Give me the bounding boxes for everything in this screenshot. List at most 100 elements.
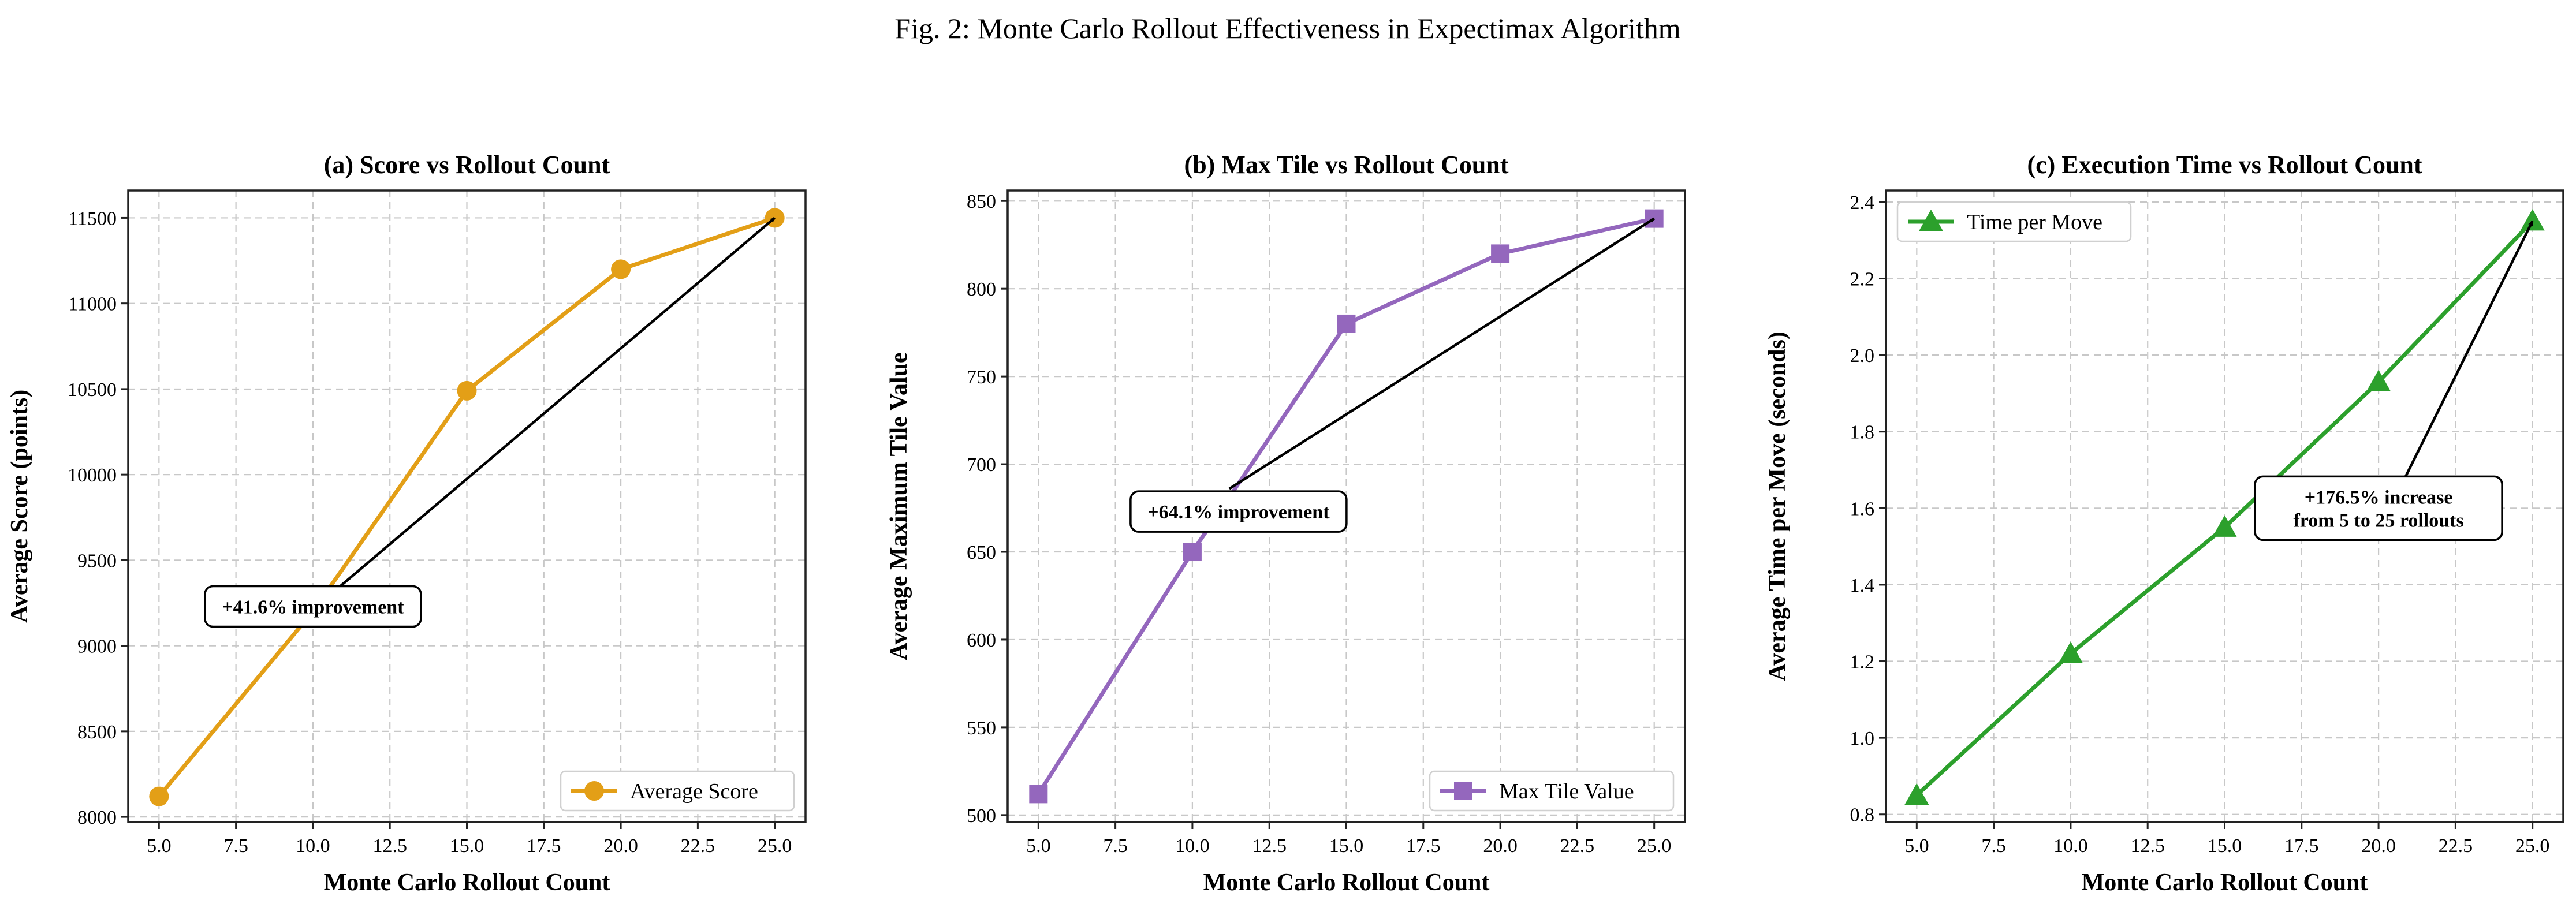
legend-box (1429, 770, 1675, 812)
y-tick-label: 1.2 (1850, 652, 1875, 673)
y-axis-label: Average Score (points) (6, 390, 33, 623)
annotation-text: +176.5% increase (2305, 487, 2453, 508)
data-point (1183, 543, 1202, 562)
x-tick-label: 5.0 (147, 835, 172, 857)
x-tick-label: 20.0 (603, 835, 638, 857)
x-tick-label: 25.0 (2515, 835, 2550, 857)
annotation-box (204, 585, 422, 628)
x-tick-label: 10.0 (296, 835, 330, 857)
x-tick-label: 12.5 (1252, 835, 1287, 857)
x-tick-label: 10.0 (2053, 835, 2088, 857)
y-tick-label: 1.4 (1850, 575, 1875, 596)
panel-3: 5.0 7.5 10.0 12.5 15.0 17.5 20.0 22.5 25.0 0.8 1.0… (1764, 151, 2564, 896)
legend-label: Average Score (630, 779, 758, 804)
annotation-text: +64.1% improvement (1147, 502, 1330, 523)
x-tick-label: 5.0 (1904, 835, 1929, 857)
annotation-text: from 5 to 25 rollouts (2293, 510, 2463, 531)
y-tick-label: 10500 (68, 379, 117, 401)
y-tick-label: 500 (967, 805, 996, 827)
y-tick-label: 10000 (68, 465, 117, 486)
axes-title: (b) Max Tile vs Rollout Count (1184, 151, 1509, 179)
y-tick-label: 9500 (77, 550, 117, 572)
legend: Average Score (560, 770, 795, 812)
legend-label: Max Tile Value (1499, 779, 1634, 804)
data-point (149, 786, 169, 806)
y-tick-label: 9000 (77, 636, 117, 658)
legend-box (560, 770, 795, 812)
x-tick-label: 25.0 (1637, 835, 1672, 857)
y-tick-label: 1.6 (1850, 498, 1875, 520)
x-axis-label: Monte Carlo Rollout Count (2082, 869, 2368, 896)
y-tick-label: 8500 (77, 722, 117, 743)
y-tick-label: 11500 (68, 208, 117, 229)
axes-title: (a) Score vs Rollout Count (324, 151, 610, 179)
legend-marker (584, 781, 604, 801)
x-tick-label: 12.5 (372, 835, 407, 857)
x-tick-label: 20.0 (1483, 835, 1518, 857)
x-axis-label: Monte Carlo Rollout Count (324, 869, 610, 896)
y-tick-label: 2.4 (1850, 192, 1875, 214)
data-point (1029, 785, 1048, 804)
x-tick-label: 17.5 (2284, 835, 2319, 857)
x-tick-label: 15.0 (450, 835, 484, 857)
annotation-arrow (340, 216, 776, 587)
legend-marker (1919, 210, 1943, 231)
legend-marker (1454, 782, 1472, 800)
y-tick-label: 650 (967, 542, 996, 563)
y-tick-label: 800 (967, 279, 996, 300)
y-tick-label: 2.0 (1850, 345, 1875, 367)
x-tick-label: 20.0 (2361, 835, 2396, 857)
y-tick-label: 700 (967, 454, 996, 476)
y-tick-label: 0.8 (1850, 805, 1875, 826)
y-tick-label: 1.0 (1850, 728, 1875, 749)
data-point (2058, 641, 2083, 663)
x-tick-label: 25.0 (758, 835, 792, 857)
x-tick-label: 22.5 (1560, 835, 1595, 857)
annotation-arrow (2402, 221, 2534, 482)
legend-box (1896, 201, 2132, 242)
y-tick-label: 8000 (77, 807, 117, 828)
annotation-box (2254, 475, 2503, 541)
data-point (611, 259, 631, 279)
x-tick-label: 17.5 (527, 835, 561, 857)
legend: Time per Move (1896, 201, 2132, 242)
y-tick-label: 11000 (68, 294, 117, 315)
y-tick-label: 2.2 (1850, 268, 1875, 290)
annotation-text: +41.6% improvement (222, 596, 404, 618)
x-tick-label: 7.5 (1981, 835, 2006, 857)
figure-title: Fig. 2: Monte Carlo Rollout Effectivenes… (894, 12, 1681, 44)
x-tick-label: 12.5 (2130, 835, 2165, 857)
y-tick-label: 550 (967, 718, 996, 739)
y-tick-label: 850 (967, 191, 996, 212)
x-tick-label: 15.0 (1329, 835, 1364, 857)
legend: Max Tile Value (1429, 770, 1675, 812)
axes-title: (c) Execution Time vs Rollout Count (2027, 151, 2422, 179)
data-point (2520, 209, 2545, 231)
annotation-arrow (1228, 217, 1655, 490)
x-tick-label: 17.5 (1406, 835, 1441, 857)
data-point (1337, 314, 1356, 333)
x-tick-label: 7.5 (1103, 835, 1128, 857)
x-tick-label: 22.5 (2439, 835, 2473, 857)
data-point (1904, 783, 1929, 805)
panel-1: 5.0 7.5 10.0 12.5 15.0 17.5 20.0 22.5 25.0 8000 85… (6, 151, 807, 896)
data-point (457, 380, 477, 401)
data-point (1491, 244, 1510, 263)
legend-label: Time per Move (1967, 210, 2102, 234)
x-tick-label: 7.5 (223, 835, 248, 857)
x-tick-label: 5.0 (1026, 835, 1051, 857)
x-tick-label: 15.0 (2208, 835, 2242, 857)
y-axis-label: Average Time per Move (seconds) (1764, 331, 1791, 681)
panel-2: 5.0 7.5 10.0 12.5 15.0 17.5 20.0 22.5 25.0 500 550… (886, 151, 1686, 896)
x-axis-label: Monte Carlo Rollout Count (1203, 869, 1490, 896)
data-point (2366, 369, 2391, 391)
y-tick-label: 600 (967, 630, 996, 651)
annotation-box (1129, 490, 1348, 533)
gridlines (128, 191, 806, 822)
x-tick-label: 10.0 (1175, 835, 1210, 857)
y-tick-label: 750 (967, 367, 996, 388)
x-tick-label: 22.5 (681, 835, 715, 857)
data-point (2212, 515, 2237, 537)
y-tick-label: 1.8 (1850, 422, 1875, 443)
